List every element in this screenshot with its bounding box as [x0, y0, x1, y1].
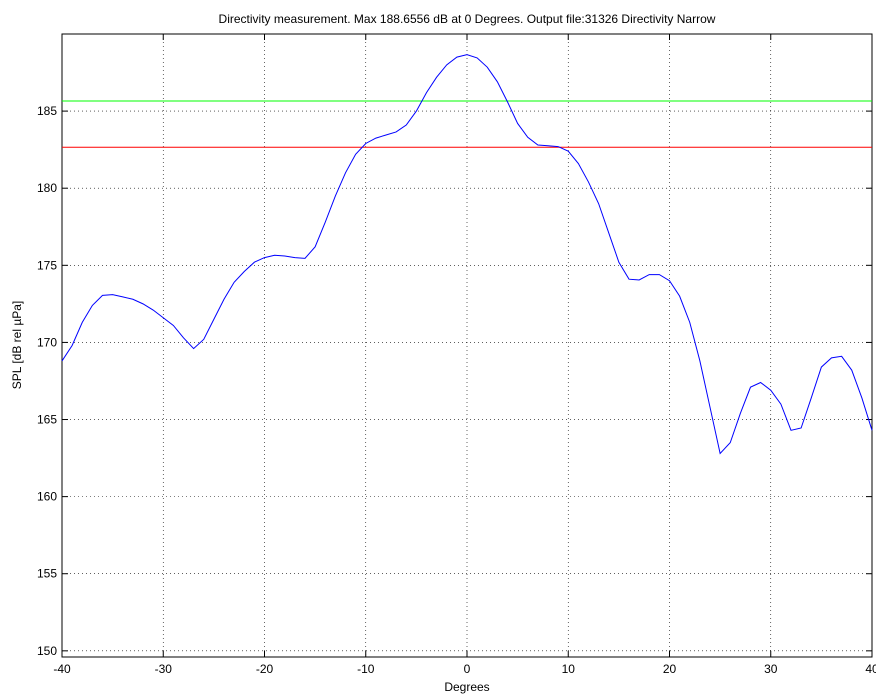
y-tick-label: 160	[37, 490, 57, 504]
x-tick-label: 30	[764, 662, 778, 676]
y-tick-label: 165	[37, 413, 57, 427]
y-tick-label: 180	[37, 181, 57, 195]
x-tick-label: 10	[562, 662, 576, 676]
x-tick-label: -10	[357, 662, 375, 676]
plot-frame	[61, 33, 873, 658]
x-tick-label: 40	[865, 662, 876, 676]
x-tick-label: 0	[464, 662, 471, 676]
x-tick-label: 20	[663, 662, 677, 676]
y-tick-label: 170	[37, 335, 57, 349]
y-tick-label: 150	[37, 644, 57, 658]
x-tick-label: -30	[155, 662, 173, 676]
chart-title: Directivity measurement. Max 188.6556 dB…	[219, 12, 716, 26]
y-tick-label: 155	[37, 567, 57, 581]
y-tick-label: 175	[37, 258, 57, 272]
y-axis-label: SPL [dB rel µPa]	[10, 301, 24, 390]
x-tick-label: -40	[53, 662, 71, 676]
data-line	[61, 54, 873, 455]
y-tick-label: 185	[37, 104, 57, 118]
x-axis-label: Degrees	[444, 680, 489, 694]
x-tick-label: -20	[256, 662, 274, 676]
